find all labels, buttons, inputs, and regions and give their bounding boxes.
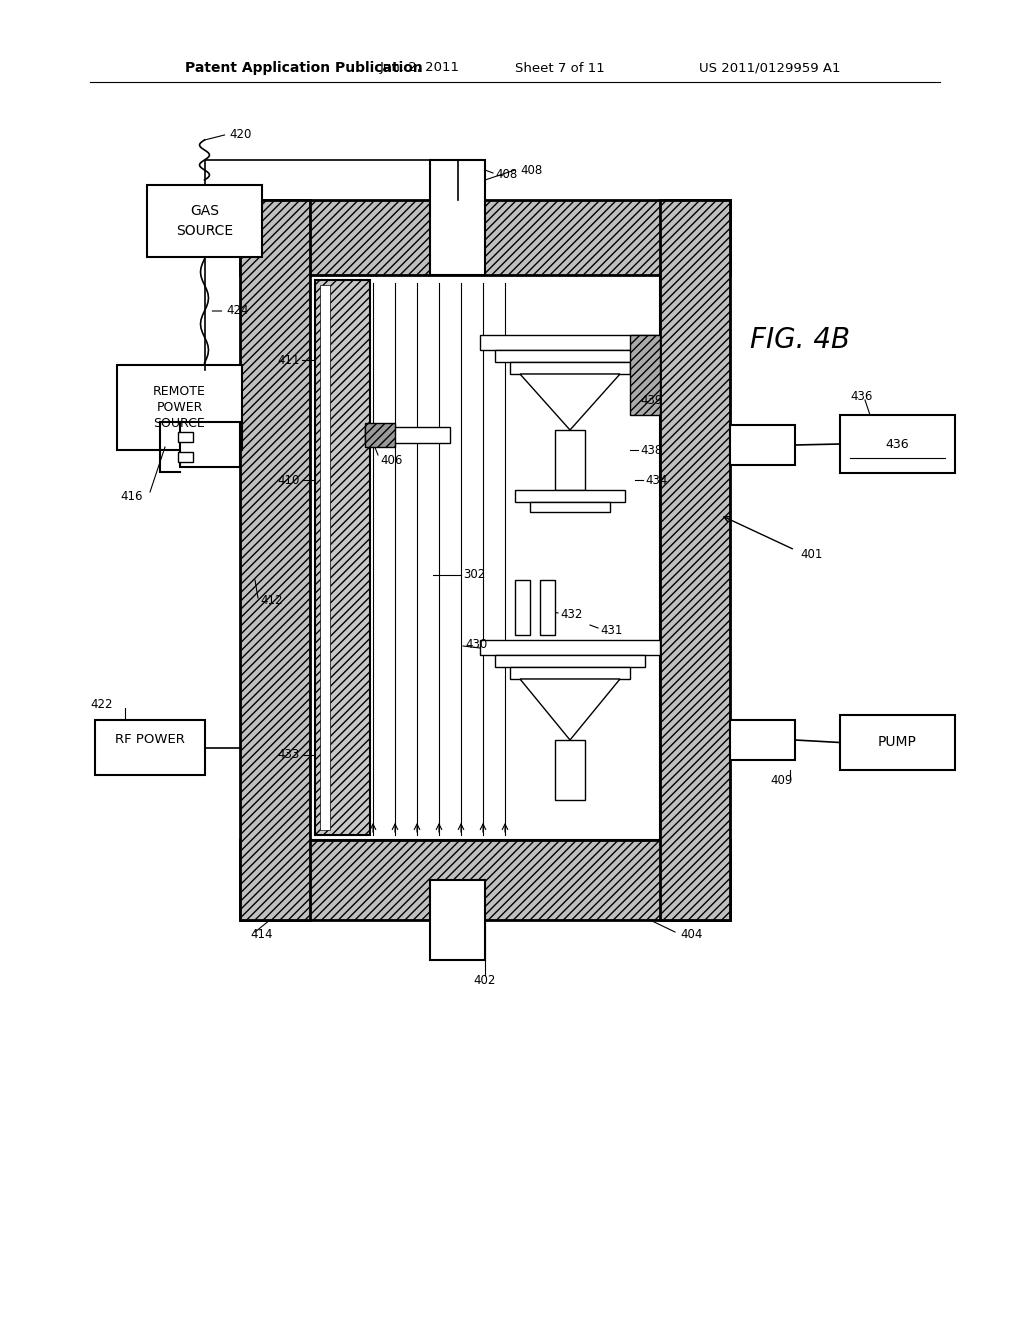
Text: SOURCE: SOURCE (154, 417, 206, 430)
Text: 408: 408 (495, 169, 517, 181)
Polygon shape (520, 374, 620, 430)
Text: 402: 402 (474, 974, 497, 986)
Bar (630, 335, 660, 414)
Text: Jun. 2, 2011: Jun. 2, 2011 (380, 62, 460, 74)
Bar (180, 422, 240, 467)
Bar (480, 335, 660, 350)
Text: 409: 409 (770, 774, 793, 787)
Text: FIG. 4B: FIG. 4B (750, 326, 850, 354)
Text: 439: 439 (640, 393, 663, 407)
Bar (840, 414, 955, 473)
Bar (555, 741, 585, 800)
Bar (730, 425, 795, 465)
Text: RF POWER: RF POWER (115, 733, 185, 746)
Bar (240, 840, 730, 920)
Text: 438: 438 (640, 444, 663, 457)
Text: 416: 416 (120, 491, 142, 503)
Text: PUMP: PUMP (878, 735, 916, 750)
Text: 411: 411 (278, 354, 300, 367)
Bar (510, 362, 630, 374)
Text: 434: 434 (645, 474, 668, 487)
Bar (365, 426, 450, 444)
Bar (315, 280, 370, 836)
Bar (480, 640, 660, 655)
Polygon shape (520, 678, 620, 741)
Text: Sheet 7 of 11: Sheet 7 of 11 (515, 62, 605, 74)
Text: 406: 406 (380, 454, 402, 466)
Bar (495, 350, 645, 362)
Text: 430: 430 (465, 639, 487, 652)
Text: 401: 401 (800, 549, 822, 561)
Bar (95, 719, 205, 775)
Bar (240, 201, 730, 275)
Text: 422: 422 (90, 698, 113, 711)
Text: 431: 431 (600, 623, 623, 636)
Text: Patent Application Publication: Patent Application Publication (185, 61, 423, 75)
Text: 432: 432 (560, 609, 583, 622)
Bar (178, 432, 193, 442)
Text: 302: 302 (463, 569, 485, 582)
Bar (319, 285, 330, 830)
Text: 408: 408 (520, 164, 543, 177)
Bar (117, 366, 242, 450)
Text: REMOTE: REMOTE (153, 385, 206, 399)
Bar (530, 502, 610, 512)
Bar (310, 275, 660, 840)
Text: 436: 436 (886, 437, 909, 450)
Text: GAS: GAS (190, 205, 219, 218)
Bar (660, 201, 730, 920)
Bar (178, 451, 193, 462)
Text: 433: 433 (278, 748, 300, 762)
Text: 436: 436 (850, 391, 872, 404)
Bar (555, 430, 585, 490)
Bar (430, 160, 485, 275)
Text: SOURCE: SOURCE (176, 224, 233, 238)
Text: 420: 420 (229, 128, 252, 141)
Bar (840, 715, 955, 770)
Bar (495, 655, 645, 667)
Text: 410: 410 (278, 474, 300, 487)
Bar (515, 579, 530, 635)
Text: 404: 404 (680, 928, 702, 941)
Bar (510, 667, 630, 678)
Bar (147, 185, 262, 257)
Bar (515, 490, 625, 502)
Bar (365, 422, 395, 447)
Text: 412: 412 (260, 594, 283, 606)
Text: POWER: POWER (157, 401, 203, 414)
Text: US 2011/0129959 A1: US 2011/0129959 A1 (699, 62, 841, 74)
Text: 414: 414 (250, 928, 272, 941)
Text: 424: 424 (226, 305, 249, 318)
Bar (540, 579, 555, 635)
Bar (240, 201, 310, 920)
Bar (430, 880, 485, 960)
Bar (730, 719, 795, 760)
